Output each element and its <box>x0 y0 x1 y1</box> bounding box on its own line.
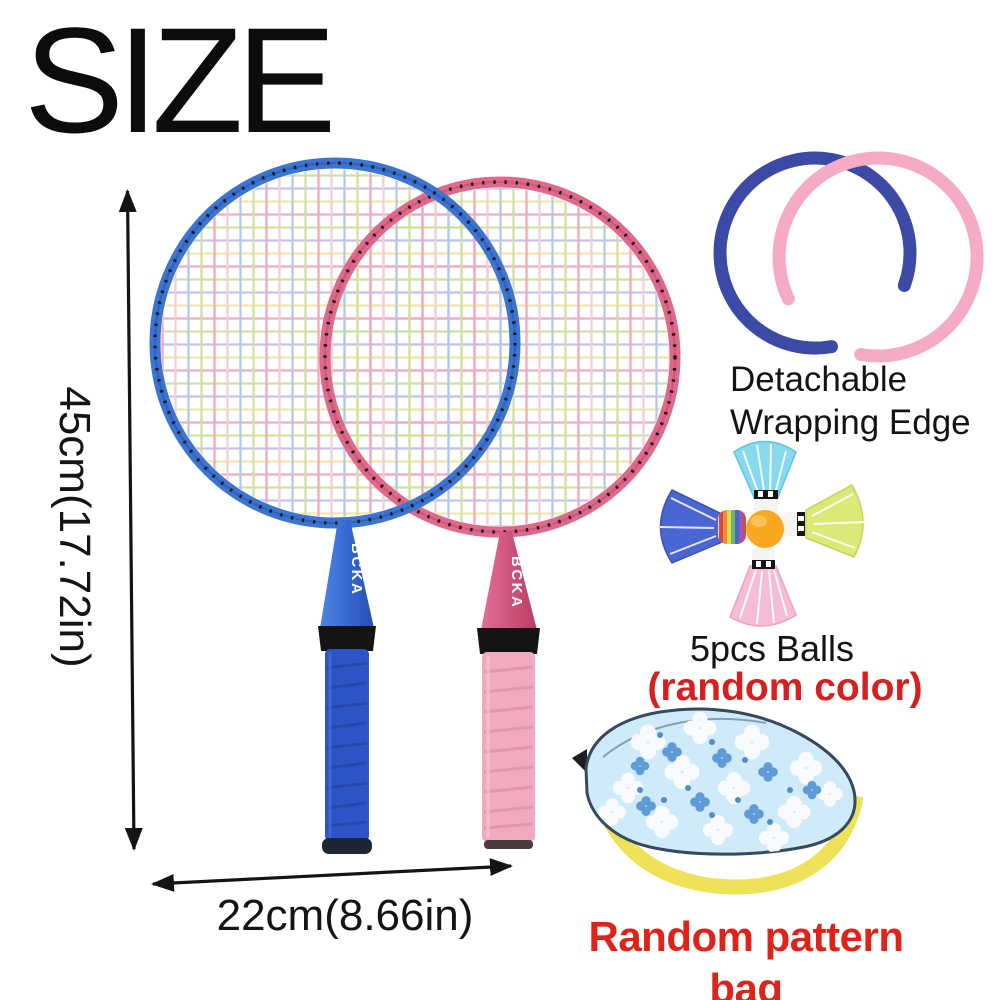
blue-racket-handle: BCKA <box>318 520 376 854</box>
height-dimension-label: 45cm(17.72in) <box>50 386 99 668</box>
pink-racket-brand-text: BCKA <box>508 556 525 609</box>
blue-wrapping-edge-ring <box>713 151 917 355</box>
pink-frame-grommets <box>323 180 677 534</box>
balls-color-note: (random color) <box>647 666 923 709</box>
bag-hanger-loop <box>572 749 587 773</box>
wrapping-edge-label: Detachable Wrapping Edge <box>730 358 971 445</box>
bag-illustration <box>572 707 864 895</box>
height-dimension-arrow <box>118 189 143 851</box>
pink-wrapping-edge-ring <box>772 151 984 363</box>
blue-racket-brand-text: BCKA <box>348 543 365 596</box>
bag-flower-pattern <box>598 711 843 854</box>
pink-racket-strings <box>331 188 669 526</box>
shuttlecocks-illustration <box>659 440 865 627</box>
width-dimension-arrow <box>151 858 513 892</box>
shuttlecock-top <box>733 440 797 516</box>
shuttlecock-right <box>781 483 865 558</box>
balls-label: 5pcs Balls <box>689 628 855 669</box>
wrapping-edge-label-line2: Wrapping Edge <box>730 403 971 443</box>
wrapping-edge-label-line1: Detachable <box>730 360 908 399</box>
size-heading: SIZE <box>24 0 336 164</box>
pink-racket-handle: BCKA <box>477 532 540 849</box>
shuttlecock-bottom <box>729 546 797 627</box>
bag-label: Random pattern bag <box>588 913 904 1000</box>
blue-racket-frame <box>149 157 521 529</box>
shuttlecock-left <box>659 489 746 564</box>
blue-frame-grommets <box>153 161 517 525</box>
bag-strap <box>593 791 864 895</box>
orange-ball <box>746 510 784 548</box>
width-dimension-label: 22cm(8.66in) <box>216 891 474 940</box>
